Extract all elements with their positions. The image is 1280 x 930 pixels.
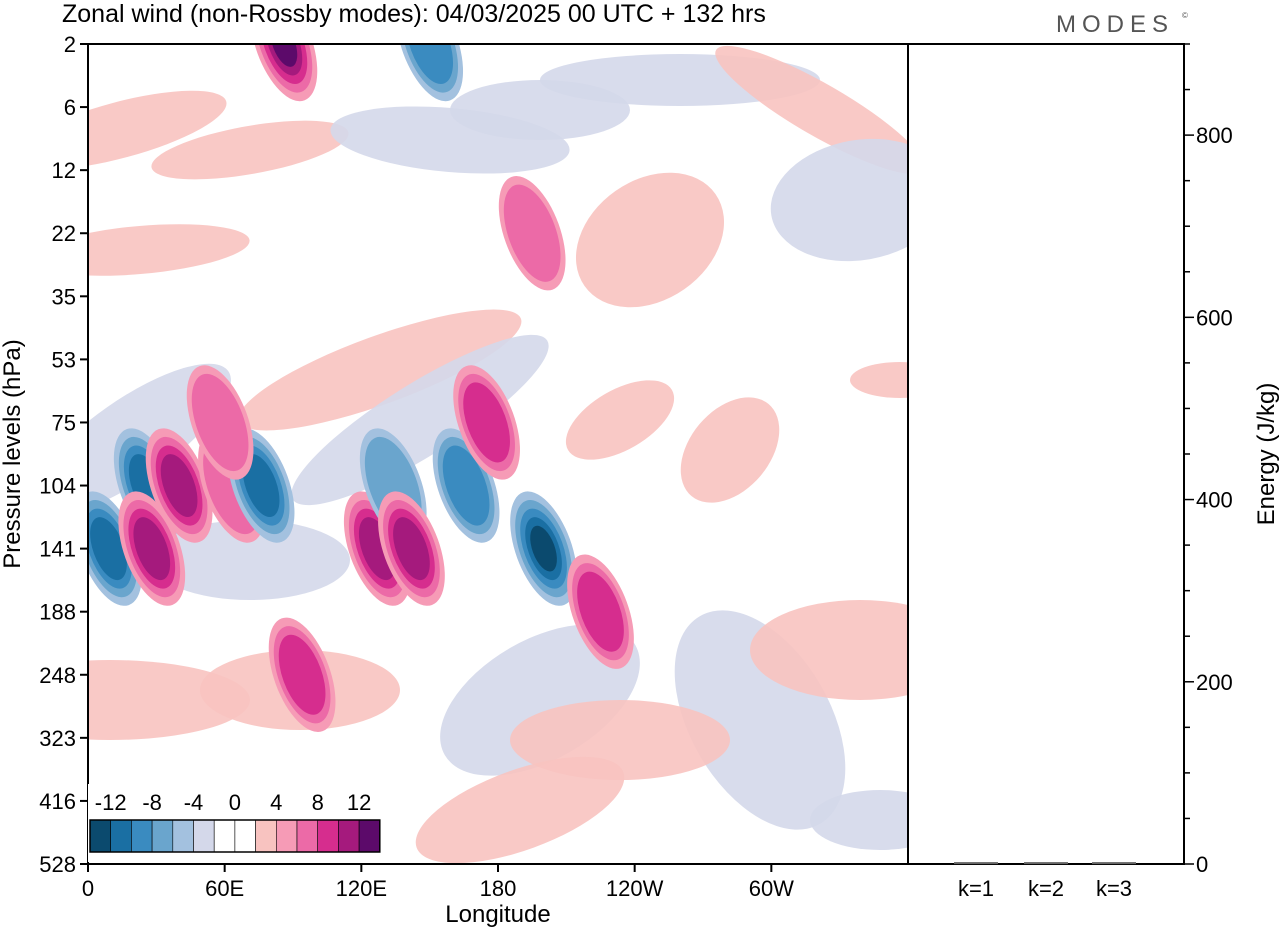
longitude-tick-label: 60W (749, 876, 794, 901)
colorbar-label: -8 (142, 790, 162, 815)
chart-title: Zonal wind (non-Rossby modes): 04/03/202… (62, 0, 766, 28)
colorbar-label: 0 (229, 790, 241, 815)
energy-axis-label: Energy (J/kg) (1253, 383, 1280, 526)
colorbar-label: 8 (312, 790, 324, 815)
energy-tick-label: 0 (1196, 852, 1208, 877)
longitude-tick-label: 120W (606, 876, 664, 901)
pressure-tick-label: 528 (39, 852, 76, 877)
heatmap-panel: 2 6 12 22 35 53 75 104 141 188 248 323 416 528 0 60E 12… (0, 32, 909, 928)
energy-tick-label: 400 (1196, 488, 1233, 513)
heatmap-field (88, 44, 908, 864)
x-axis-label: Longitude (445, 901, 550, 928)
energy-tick-label: 600 (1196, 305, 1233, 330)
wind-contour (680, 397, 780, 503)
colorbar-label: -4 (184, 790, 204, 815)
colorbar-cell (358, 819, 381, 853)
wind-contour (575, 172, 725, 308)
colorbar: -12 -8 -4 0 4 8 12 (88, 784, 384, 862)
wind-contour (191, 373, 249, 472)
y-axis-label: Pressure levels (hPa) (0, 339, 26, 568)
colorbar-cell (338, 819, 360, 853)
wind-contour (151, 120, 349, 180)
wind-contour (133, 517, 171, 581)
energy-frame (907, 43, 1185, 865)
longitude-tick-label: 0 (82, 876, 94, 901)
longitude-tick-label: 180 (480, 876, 517, 901)
colorbar-outline (89, 819, 381, 853)
colorbar-cell (131, 819, 153, 853)
energy-category-label: k=2 (1028, 876, 1064, 901)
energy-bar (1092, 862, 1136, 865)
longitude-tick-label: 60E (205, 876, 244, 901)
colorbar-cell (255, 819, 277, 853)
colorbar-cell (151, 819, 174, 853)
colorbar-cell (275, 819, 298, 853)
pressure-tick-label: 53 (52, 347, 76, 372)
energy-bars: k=1 k=2 k=3 (954, 862, 1136, 901)
wind-contour (442, 445, 490, 526)
wind-contour (750, 600, 908, 700)
energy-category-label: k=1 (958, 876, 994, 901)
longitude-axis: 0 60E 120E 180 120W 60W (82, 864, 794, 901)
wind-contour (415, 756, 625, 864)
pressure-tick-label: 35 (52, 284, 76, 309)
wind-contour (90, 517, 127, 581)
colorbar-label: -12 (95, 790, 127, 815)
wind-contour (770, 138, 908, 262)
wind-contour (577, 571, 624, 652)
wind-contour (88, 224, 250, 276)
pressure-tick-label: 6 (64, 95, 76, 120)
colorbar-cell (234, 819, 256, 853)
colorbar-cell (110, 819, 132, 853)
colorbar-cell (317, 819, 339, 853)
pressure-tick-label: 141 (39, 537, 76, 562)
wind-contour (88, 660, 250, 740)
pressure-tick-label: 416 (39, 789, 76, 814)
wind-contour (530, 525, 557, 572)
energy-category-label: k=3 (1096, 876, 1132, 901)
wind-contour (238, 309, 522, 431)
energy-axis: 0 200 400 600 800 (1184, 43, 1233, 877)
wind-contour (242, 454, 280, 517)
logo-mark: © (1182, 11, 1188, 20)
colorbar-label: 12 (347, 790, 371, 815)
longitude-tick-label: 120E (336, 876, 387, 901)
pressure-tick-label: 12 (52, 158, 76, 183)
colorbar-label: 4 (270, 790, 282, 815)
energy-bar (954, 862, 998, 865)
wind-contour (565, 380, 675, 460)
wind-contour (850, 362, 908, 398)
pressure-tick-label: 188 (39, 600, 76, 625)
pressure-axis: 2 6 12 22 35 53 75 104 141 188 248 323 416 528 (39, 32, 88, 877)
pressure-tick-label: 75 (52, 410, 76, 435)
pressure-tick-label: 248 (39, 663, 76, 688)
energy-tick-label: 800 (1196, 123, 1233, 148)
pressure-tick-label: 323 (39, 726, 76, 751)
colorbar-cell (89, 819, 112, 853)
pressure-tick-label: 22 (52, 221, 76, 246)
colorbar-cell (296, 819, 319, 853)
pressure-tick-label: 2 (64, 32, 76, 57)
wind-contour (160, 454, 198, 517)
modes-logo: MODES (1056, 11, 1174, 38)
wind-contour (88, 90, 227, 170)
pressure-tick-label: 104 (39, 474, 76, 499)
energy-panel: 0 200 400 600 800 k=1 k=2 k=3 Energy (J/kg) (907, 43, 1280, 901)
wind-contour (463, 382, 510, 463)
colorbar-cell (193, 819, 215, 853)
colorbar-cell (213, 819, 236, 853)
energy-tick-label: 200 (1196, 670, 1233, 695)
wind-contour (503, 184, 561, 282)
energy-bar (1024, 862, 1068, 865)
colorbar-cell (172, 819, 194, 853)
wind-contour (393, 517, 430, 581)
wind-contour (810, 790, 908, 850)
wind-contour (278, 634, 326, 715)
